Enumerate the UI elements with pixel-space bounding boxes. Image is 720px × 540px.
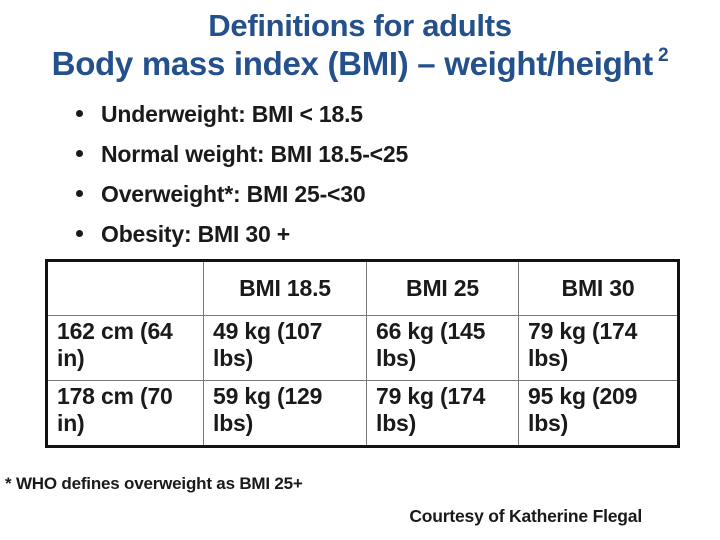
table-header-row: BMI 18.5 BMI 25 BMI 30 xyxy=(46,260,679,316)
table-cell-height-178: 178 cm (70 in) xyxy=(46,380,204,447)
slide-title-line1: Definitions for adults xyxy=(208,8,512,43)
slide-title-line2: Body mass index (BMI) – weight/height 2 xyxy=(0,45,720,83)
table-cell: 79 kg (174 lbs) xyxy=(518,315,679,381)
table-header-cell-empty xyxy=(46,260,204,316)
table-header-cell-bmi-25: BMI 25 xyxy=(366,260,519,316)
bullet-icon xyxy=(76,230,83,237)
bullet-text: Obesity: BMI 30 + xyxy=(101,221,290,247)
table-cell: 59 kg (129 lbs) xyxy=(203,380,367,447)
slide-title-line2-text: Body mass index (BMI) – weight/height xyxy=(51,44,654,82)
bullet-item-overweight: Overweight*: BMI 25-<30 xyxy=(76,181,676,207)
bullet-icon xyxy=(76,110,83,117)
footnote: * WHO defines overweight as BMI 25+ xyxy=(5,474,303,493)
bullet-text: Normal weight: BMI 18.5-<25 xyxy=(101,141,409,167)
bullet-text: Underweight: BMI < 18.5 xyxy=(101,101,363,127)
table-header-cell-bmi-18-5: BMI 18.5 xyxy=(203,260,367,316)
table-row: 178 cm (70 in) 59 kg (129 lbs) 79 kg (17… xyxy=(46,380,679,447)
bullet-item-normal-weight: Normal weight: BMI 18.5-<25 xyxy=(76,141,676,167)
credit-line: Courtesy of Katherine Flegal xyxy=(409,506,642,526)
bmi-table: BMI 18.5 BMI 25 BMI 30 162 cm (64 in) 49… xyxy=(45,259,680,448)
slide-title: Definitions for adults Body mass index (… xyxy=(0,8,720,83)
bullet-item-underweight: Underweight: BMI < 18.5 xyxy=(76,101,676,127)
table-cell: 79 kg (174 lbs) xyxy=(366,380,519,447)
table-header-cell-bmi-30: BMI 30 xyxy=(518,260,679,316)
bullet-list: Underweight: BMI < 18.5 Normal weight: B… xyxy=(76,101,676,261)
table-cell: 66 kg (145 lbs) xyxy=(366,315,519,381)
bullet-icon xyxy=(76,190,83,197)
title-superscript: 2 xyxy=(657,44,669,66)
table-cell: 95 kg (209 lbs) xyxy=(518,380,679,447)
bullet-item-obesity: Obesity: BMI 30 + xyxy=(76,221,676,247)
table-cell: 49 kg (107 lbs) xyxy=(203,315,367,381)
table-cell-height-162: 162 cm (64 in) xyxy=(46,315,204,381)
bullet-icon xyxy=(76,150,83,157)
bullet-text: Overweight*: BMI 25-<30 xyxy=(101,181,366,207)
table-row: 162 cm (64 in) 49 kg (107 lbs) 66 kg (14… xyxy=(46,315,679,381)
